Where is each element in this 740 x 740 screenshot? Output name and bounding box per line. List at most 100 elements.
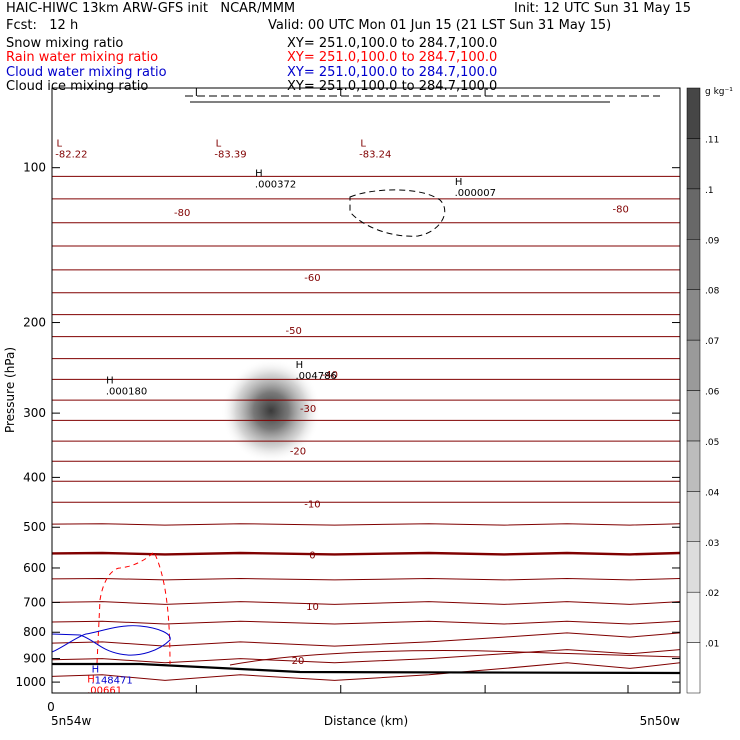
colorbar-level-label: .07 xyxy=(705,337,719,347)
forecast-hour: Fcst: 12 h xyxy=(6,18,79,33)
extremum-value: .000180 xyxy=(106,387,147,398)
colorbar-level-label: .02 xyxy=(705,589,719,599)
extremum-value: -83.39 xyxy=(214,150,246,161)
colorbar-segment xyxy=(686,390,701,442)
colorbar-segment xyxy=(686,440,701,492)
y-tick-label: 200 xyxy=(23,316,46,330)
colorbar-level-label: .04 xyxy=(705,488,720,498)
temperature-contours xyxy=(52,175,680,681)
temperature-contour-label: 10 xyxy=(306,602,319,613)
maximum-marker: H xyxy=(255,168,263,179)
x-endpoint-right: 5n50w xyxy=(640,714,681,728)
field-name-rain: Rain water mixing ratio xyxy=(6,50,159,65)
colorbar-segment xyxy=(686,591,701,643)
extremum-value: .00661 xyxy=(87,686,122,697)
cloud-ice-maximum xyxy=(221,358,322,463)
extremum-value: -82.22 xyxy=(55,150,87,161)
colorbar-level-label: .05 xyxy=(705,438,719,448)
mixing-ratio-contours xyxy=(52,95,680,675)
colorbar-segment xyxy=(686,541,701,593)
field-xy-cloud-water: XY= 251.0,100.0 to 284.7,100.0 xyxy=(287,65,498,80)
maximum-marker: H xyxy=(455,177,463,188)
temperature-contour-label: -80 xyxy=(174,208,190,219)
y-tick-label: 700 xyxy=(23,595,46,609)
colorbar: .01 .02 .03 .04 .05 .06 .07 .08 .09 .1 .11 xyxy=(686,87,720,694)
rain-water-contour xyxy=(96,551,171,665)
colorbar-level-label: .1 xyxy=(705,186,714,196)
extremum-value: .000007 xyxy=(455,188,496,199)
temperature-contour-label: -60 xyxy=(304,273,320,284)
temperature-contour-label: -10 xyxy=(304,500,320,511)
field-xy-snow: XY= 251.0,100.0 to 284.7,100.0 xyxy=(287,36,498,51)
temperature-contour-line xyxy=(52,601,680,605)
plot-frame xyxy=(51,87,681,694)
temperature-contour-label: 0 xyxy=(309,551,315,562)
extremum-value: .004786 xyxy=(295,371,336,382)
minimum-marker: L xyxy=(216,139,222,150)
colorbar-segment xyxy=(686,87,701,139)
colorbar-level-label: .09 xyxy=(705,236,720,246)
temperature-contour-label: -30 xyxy=(300,404,316,415)
temperature-contour-line xyxy=(229,650,680,666)
field-name-snow: Snow mixing ratio xyxy=(6,36,124,51)
maximum-marker: H xyxy=(92,665,100,676)
x-tick-zero: 0 xyxy=(47,700,55,714)
colorbar-segment xyxy=(686,138,701,190)
colorbar-segment xyxy=(686,491,701,543)
maximum-marker: H xyxy=(296,360,304,371)
colorbar-level-label: .11 xyxy=(705,135,719,145)
temperature-contour-label: -40 xyxy=(322,370,338,381)
colorbar-unit: g kg⁻¹ xyxy=(705,87,733,97)
y-tick-label: 900 xyxy=(23,652,46,666)
colorbar-level-label: .08 xyxy=(705,287,720,297)
minimum-marker: L xyxy=(360,139,366,150)
y-tick-label: 500 xyxy=(23,520,46,534)
colorbar-segment xyxy=(686,188,701,240)
temperature-contour-label: -20 xyxy=(290,447,306,458)
cloud-water-contour xyxy=(52,625,171,656)
extremum-value: .148471 xyxy=(91,676,132,687)
colorbar-segment xyxy=(686,289,701,341)
y-tick-label: 300 xyxy=(23,406,46,420)
model-title: HAIC-HIWC 13km ARW-GFS init NCAR/MMM xyxy=(6,1,296,16)
minimum-marker: L xyxy=(56,139,62,150)
temperature-contour-label: -80 xyxy=(613,204,629,215)
terrain-surface-line xyxy=(52,662,680,675)
colorbar-level-label: .03 xyxy=(705,539,719,549)
contour-labels: -80 -80-60-50-40-30-20-1001020L-82.22L-83… xyxy=(55,139,629,697)
temperature-contour-line xyxy=(52,620,680,625)
valid-time: Valid: 00 UTC Mon 01 Jun 15 (21 LST Sun … xyxy=(268,18,612,33)
field-xy-rain: XY= 251.0,100.0 to 284.7,100.0 xyxy=(287,50,498,65)
temperature-contour-line xyxy=(52,662,680,681)
temperature-contour-label: -50 xyxy=(285,326,301,337)
extremum-value: .000372 xyxy=(255,179,296,190)
init-time: Init: 12 UTC Sun 31 May 15 xyxy=(514,1,691,16)
extremum-value: -83.24 xyxy=(359,150,391,161)
colorbar-level-label: .01 xyxy=(705,640,719,650)
field-xy-cloud-ice: XY= 251.0,100.0 to 284.7,100.0 xyxy=(287,79,498,94)
y-axis-label: Pressure (hPa) xyxy=(3,347,17,433)
y-tick-label: 600 xyxy=(23,561,46,575)
temperature-contour-line xyxy=(52,523,680,526)
y-tick-label: 1000 xyxy=(15,675,46,689)
y-tick-label: 100 xyxy=(23,161,46,175)
field-name-cloud-water: Cloud water mixing ratio xyxy=(6,65,167,80)
y-tick-label: 400 xyxy=(23,470,46,484)
temperature-contour-line xyxy=(52,577,680,581)
cloud-ice-shading xyxy=(221,358,322,463)
colorbar-segment xyxy=(686,642,701,694)
x-axis-label: Distance (km) xyxy=(324,714,408,728)
snow-mixing-ratio-contour xyxy=(349,189,446,237)
temperature-contour-line xyxy=(52,649,680,664)
colorbar-segment xyxy=(686,239,701,290)
y-tick-label: 800 xyxy=(23,625,46,639)
temperature-contour-label: 20 xyxy=(292,656,305,667)
maximum-marker: H xyxy=(106,376,114,387)
temperature-contour-line xyxy=(52,551,680,556)
colorbar-segment xyxy=(686,339,701,391)
temperature-contour-line xyxy=(52,632,680,647)
maximum-marker: H xyxy=(87,675,95,686)
x-endpoint-left: 5n54w xyxy=(51,714,92,728)
